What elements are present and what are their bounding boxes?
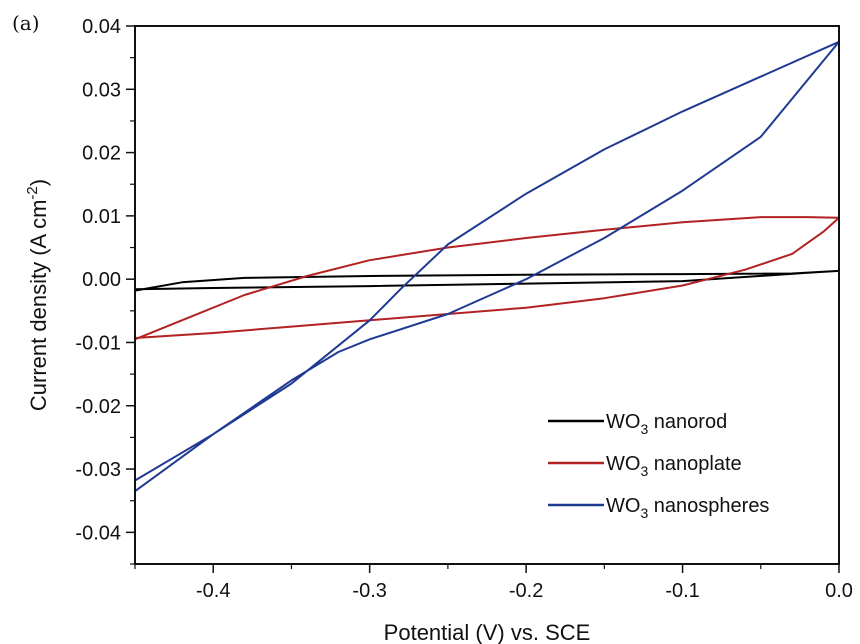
panel-label: (a) (12, 11, 40, 35)
y-tick-label: -0.04 (75, 522, 121, 544)
legend-label-nanospheres: WO3 nanospheres (606, 495, 769, 521)
series-line-nanospheres (134, 40, 840, 493)
y-axis-title: Current density (A cm-2) (24, 179, 51, 411)
series-layer (134, 40, 840, 493)
y-axis-title-end: ) (26, 179, 51, 186)
legend: WO3 nanorod WO3 nanoplate WO3 nanospheres (548, 411, 769, 521)
x-tick-label: -0.2 (509, 580, 543, 602)
x-tick-labels: -0.4 -0.3 -0.2 -0.1 0.0 (196, 580, 853, 602)
y-tick-label: 0.00 (82, 269, 121, 291)
y-tick-label: -0.02 (75, 396, 121, 418)
x-tick-label: -0.4 (196, 580, 230, 602)
x-tick-label: -0.1 (665, 580, 699, 602)
legend-label-nanoplate: WO3 nanoplate (606, 453, 742, 479)
x-tick-label: 0.0 (825, 580, 853, 602)
y-axis-title-sup: -2 (24, 186, 41, 199)
y-tick-labels: -0.04 -0.03 -0.02 -0.01 0.00 0.01 0.02 0.03 0.04 (75, 16, 121, 544)
series-line-nanorod (134, 269, 840, 292)
y-tick-label: 0.04 (82, 16, 121, 38)
y-tick-label: 0.03 (82, 79, 121, 101)
x-tick-label: -0.3 (352, 580, 386, 602)
y-tick-label: -0.01 (75, 332, 121, 354)
y-axis-title-main: Current density (A cm (26, 200, 51, 412)
plot-frame (134, 25, 840, 565)
y-tick-label: 0.01 (82, 206, 121, 228)
legend-label-nanorod: WO3 nanorod (606, 411, 727, 437)
x-axis-title: Potential (V) vs. SCE (384, 620, 591, 644)
y-tick-label: -0.03 (75, 459, 121, 481)
y-tick-label: 0.02 (82, 143, 121, 165)
